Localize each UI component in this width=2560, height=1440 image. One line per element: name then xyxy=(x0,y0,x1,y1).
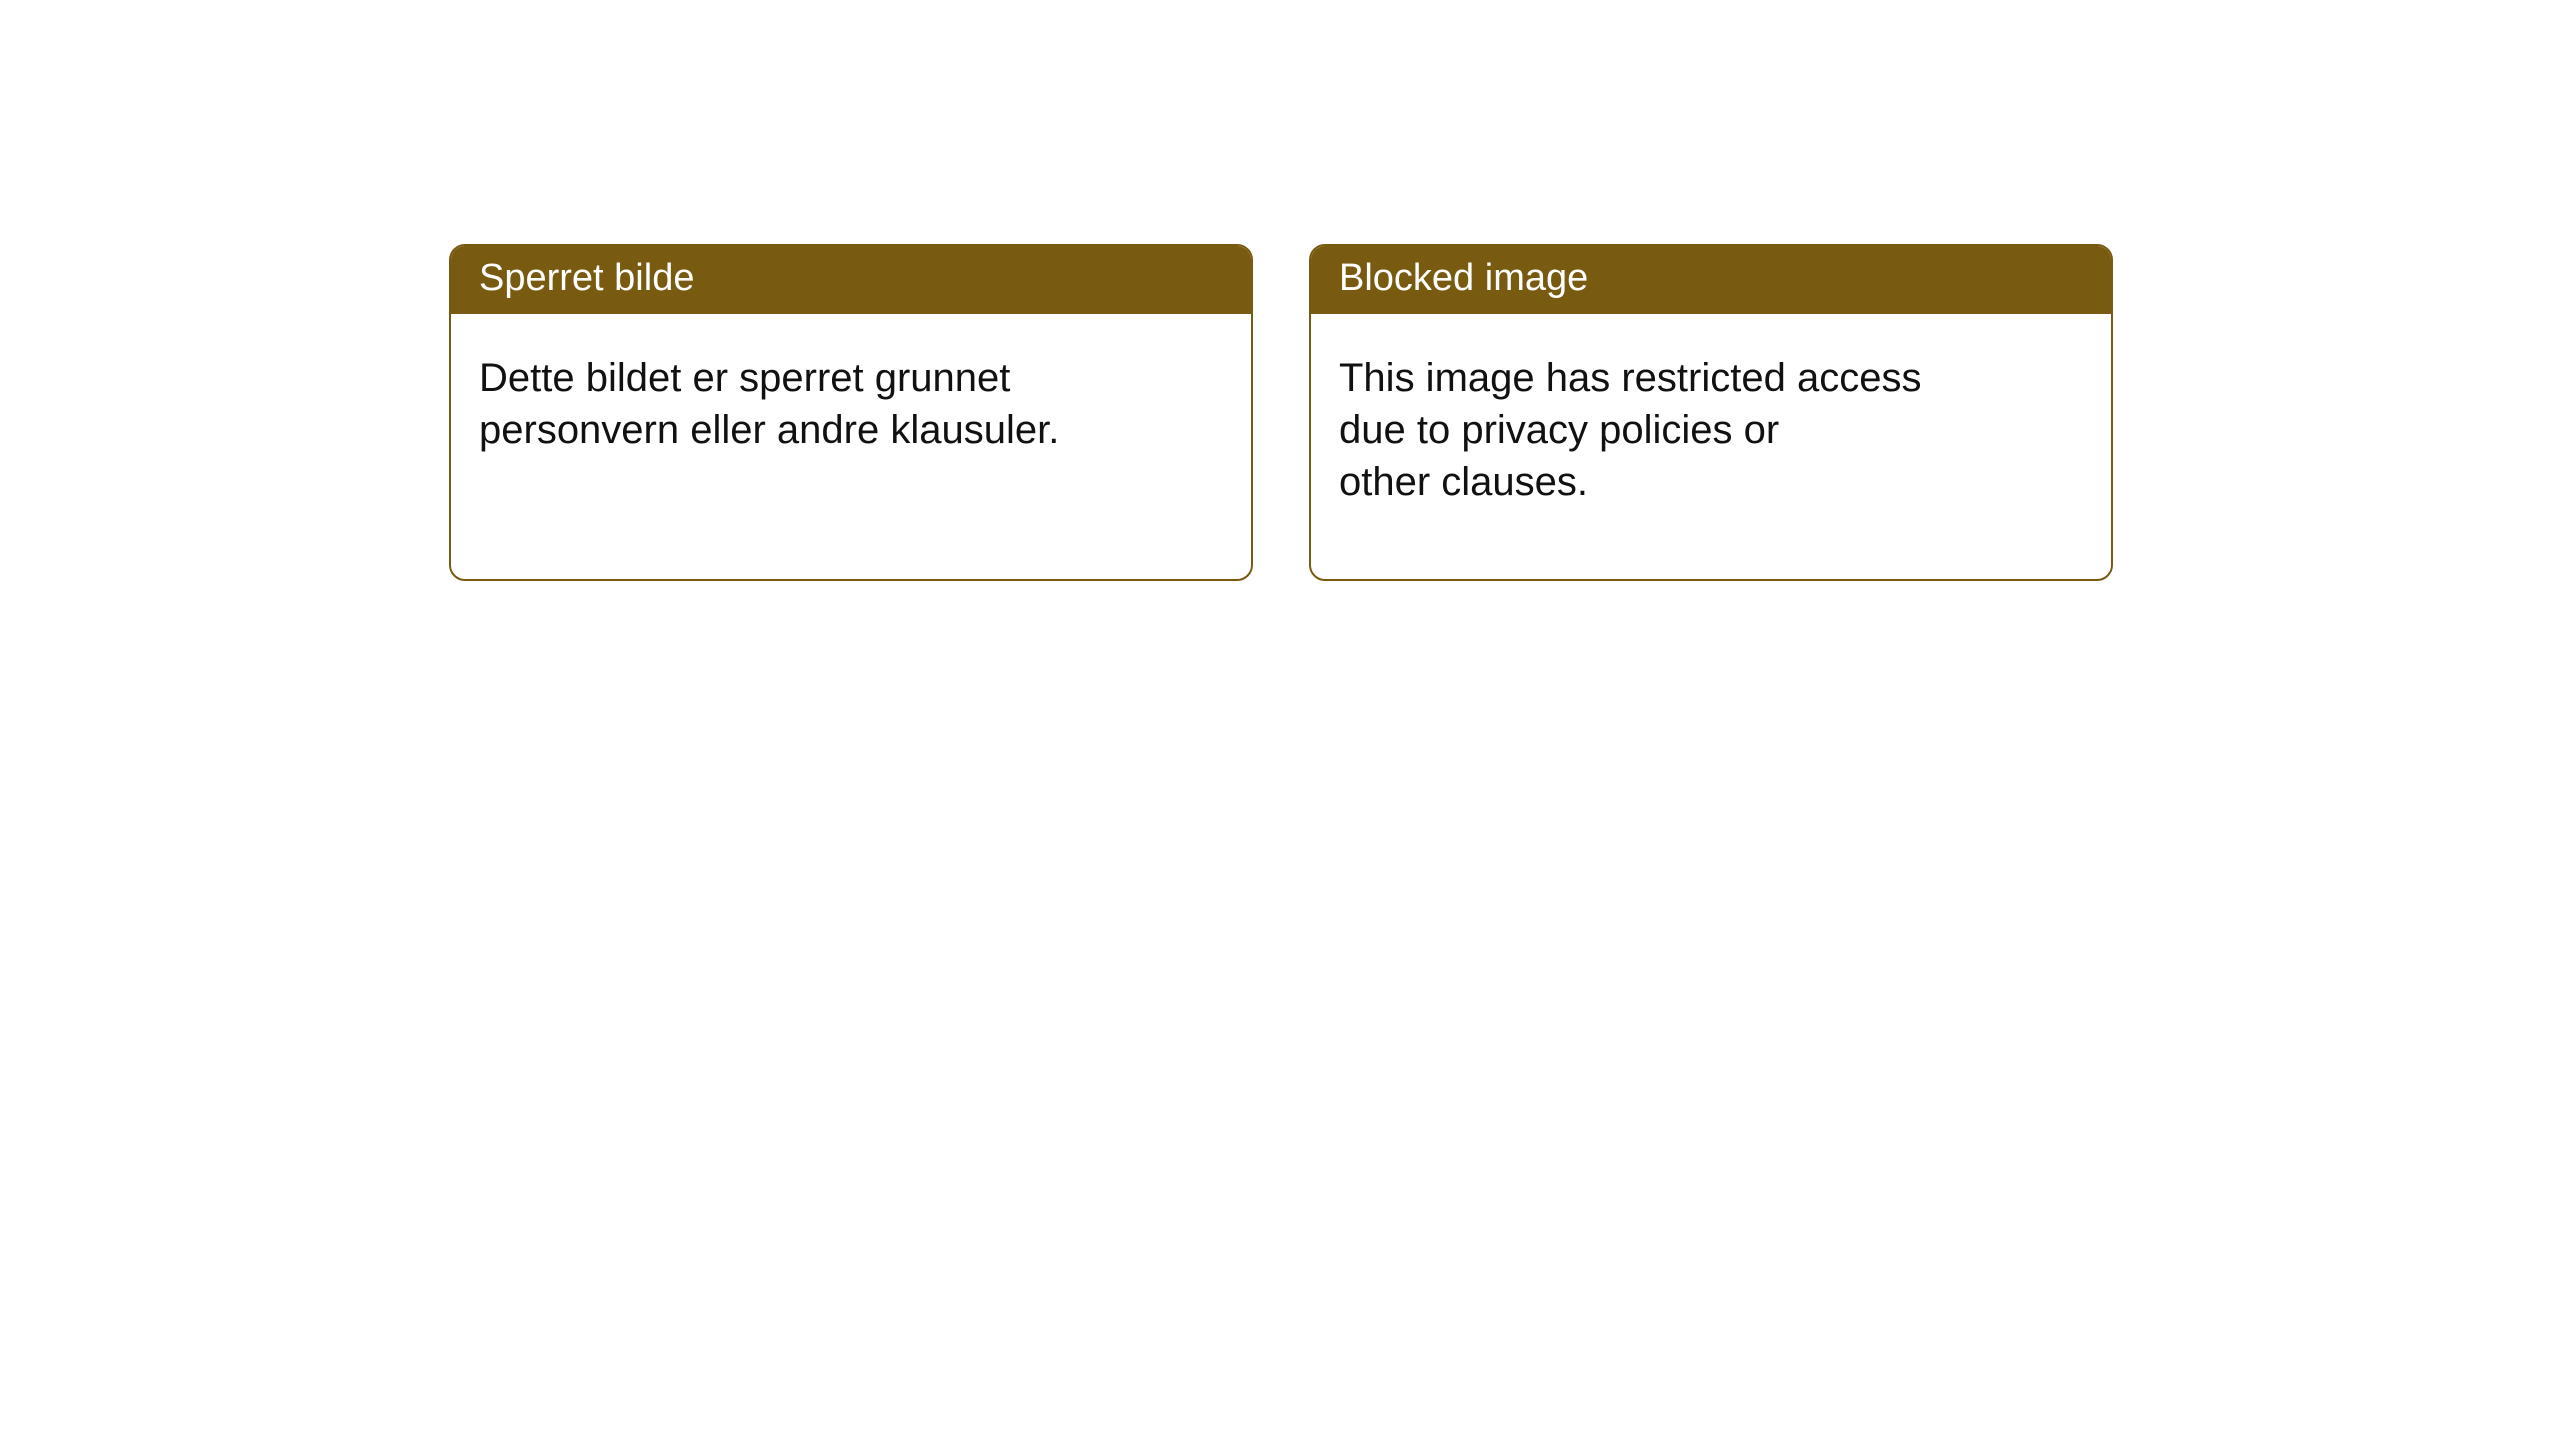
card-row: Sperret bilde Dette bildet er sperret gr… xyxy=(0,0,2560,581)
card-body: Dette bildet er sperret grunnet personve… xyxy=(451,314,1251,484)
card-title: Blocked image xyxy=(1311,246,2111,314)
card-title: Sperret bilde xyxy=(451,246,1251,314)
card-body: This image has restricted access due to … xyxy=(1311,314,2111,536)
notice-card-english: Blocked image This image has restricted … xyxy=(1309,244,2113,581)
notice-card-norwegian: Sperret bilde Dette bildet er sperret gr… xyxy=(449,244,1253,581)
